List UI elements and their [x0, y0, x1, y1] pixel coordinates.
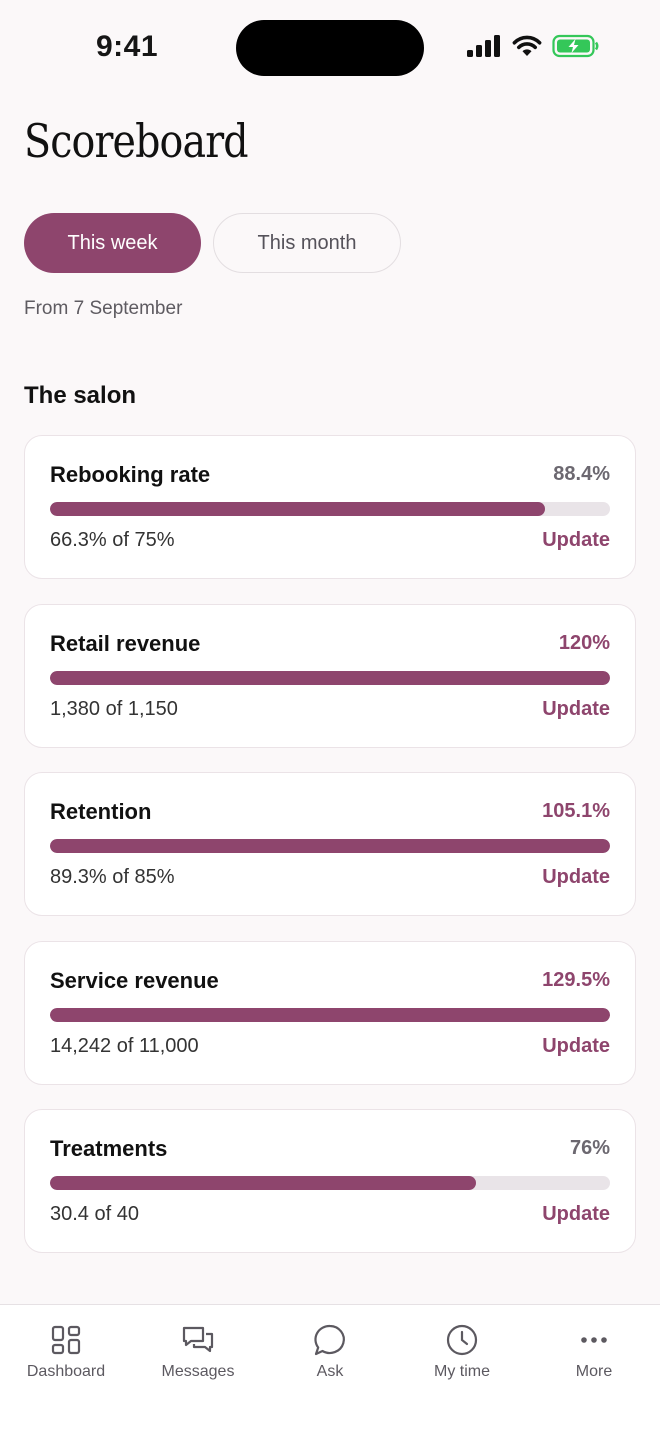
tab-this-month[interactable]: This month — [213, 213, 401, 273]
wifi-icon — [512, 35, 542, 62]
dashboard-icon — [49, 1323, 83, 1357]
section-title: The salon — [24, 382, 136, 410]
cellular-signal-icon — [466, 35, 502, 62]
bottom-tab-bar: Dashboard Messages Ask My time — [0, 1304, 660, 1434]
update-button[interactable]: Update — [542, 529, 610, 552]
metric-percent: 88.4% — [553, 463, 610, 486]
metric-title: Retail revenue — [50, 631, 200, 657]
tab-label: Dashboard — [27, 1363, 105, 1381]
update-button[interactable]: Update — [542, 1203, 610, 1226]
progress-track — [50, 671, 610, 685]
progress-track — [50, 502, 610, 516]
messages-icon — [181, 1323, 215, 1357]
tab-dashboard[interactable]: Dashboard — [0, 1323, 132, 1381]
metric-percent: 105.1% — [542, 800, 610, 823]
metric-title: Rebooking rate — [50, 462, 210, 488]
progress-fill — [50, 1008, 610, 1022]
tab-messages[interactable]: Messages — [132, 1323, 264, 1381]
metric-summary: 66.3% of 75% — [50, 529, 175, 552]
tab-this-week[interactable]: This week — [24, 213, 201, 273]
tab-label: More — [576, 1363, 612, 1381]
tab-more[interactable]: More — [528, 1323, 660, 1381]
battery-charging-icon — [552, 34, 600, 63]
progress-fill — [50, 1176, 476, 1190]
progress-fill — [50, 671, 610, 685]
status-time: 9:41 — [96, 30, 158, 64]
metric-summary: 30.4 of 40 — [50, 1203, 139, 1226]
metric-percent: 129.5% — [542, 969, 610, 992]
metric-percent: 120% — [559, 632, 610, 655]
progress-fill — [50, 502, 545, 516]
metric-summary: 14,242 of 11,000 — [50, 1035, 199, 1058]
tab-label: My time — [434, 1363, 490, 1381]
progress-track — [50, 1008, 610, 1022]
page-title: Scoreboard — [24, 114, 248, 168]
update-button[interactable]: Update — [542, 698, 610, 721]
metric-card-retention: Retention 105.1% 89.3% of 85% Update — [24, 772, 636, 916]
chat-bubble-icon — [313, 1323, 347, 1357]
metric-card-service-revenue: Service revenue 129.5% 14,242 of 11,000 … — [24, 941, 636, 1085]
tab-my-time[interactable]: My time — [396, 1323, 528, 1381]
metric-card-rebooking-rate: Rebooking rate 88.4% 66.3% of 75% Update — [24, 435, 636, 579]
metric-title: Retention — [50, 799, 151, 825]
dynamic-island — [236, 20, 424, 76]
tab-label: Messages — [162, 1363, 235, 1381]
metric-title: Service revenue — [50, 968, 219, 994]
status-icons — [466, 33, 600, 63]
update-button[interactable]: Update — [542, 1035, 610, 1058]
more-dots-icon — [577, 1323, 611, 1357]
metric-title: Treatments — [50, 1136, 167, 1162]
period-toggle: This week This month — [24, 213, 401, 273]
metric-summary: 89.3% of 85% — [50, 866, 175, 889]
metric-card-treatments: Treatments 76% 30.4 of 40 Update — [24, 1109, 636, 1253]
clock-icon — [445, 1323, 479, 1357]
progress-track — [50, 839, 610, 853]
status-bar: 9:41 — [0, 0, 660, 96]
date-range: From 7 September — [24, 298, 182, 320]
metric-summary: 1,380 of 1,150 — [50, 698, 178, 721]
progress-fill — [50, 839, 610, 853]
tab-label: Ask — [317, 1363, 344, 1381]
metric-percent: 76% — [570, 1137, 610, 1160]
tab-ask[interactable]: Ask — [264, 1323, 396, 1381]
metric-card-retail-revenue: Retail revenue 120% 1,380 of 1,150 Updat… — [24, 604, 636, 748]
metric-list: Rebooking rate 88.4% 66.3% of 75% Update… — [24, 435, 636, 1278]
progress-track — [50, 1176, 610, 1190]
update-button[interactable]: Update — [542, 866, 610, 889]
